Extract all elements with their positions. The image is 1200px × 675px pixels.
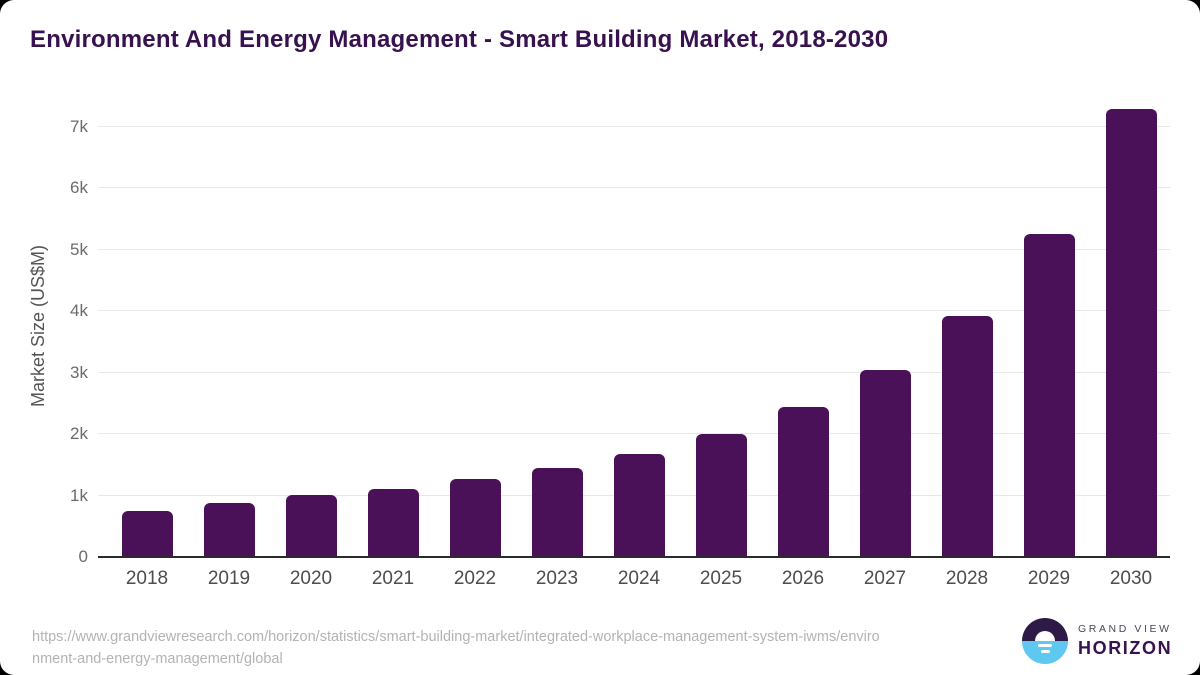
y-tick-label-0: 0 bbox=[78, 547, 88, 566]
x-tick-label-2025: 2025 bbox=[699, 568, 743, 589]
y-tick-label-5k: 5k bbox=[70, 239, 88, 259]
plot-area: 2018 2019 2020 2021 2022 2023 2024 2025 2026 2027… bbox=[98, 100, 1170, 589]
sun-dome-shape bbox=[1035, 631, 1055, 641]
bar-2020 bbox=[285, 495, 337, 556]
y-tick-label-4k: 4k bbox=[70, 301, 88, 320]
x-tick-label-2030: 2030 bbox=[1109, 568, 1153, 589]
x-tick-label-2026: 2026 bbox=[781, 568, 825, 589]
bar-2026 bbox=[777, 407, 829, 556]
x-tick-label-2019: 2019 bbox=[207, 568, 251, 589]
x-tick-label-2024: 2024 bbox=[617, 568, 661, 589]
y-tick-label-2k: 2k bbox=[70, 424, 88, 443]
bar-2022 bbox=[449, 479, 501, 556]
sun-reflection-line bbox=[1040, 650, 1050, 653]
logo-brand-bottom: HORIZON bbox=[1078, 638, 1173, 658]
y-tick-label-1k: 1k bbox=[70, 485, 88, 505]
x-tick-label-2018: 2018 bbox=[125, 568, 169, 589]
y-tick-label-7k: 7k bbox=[70, 116, 88, 136]
x-tick-label-2023: 2023 bbox=[535, 568, 579, 589]
sun-reflection-line bbox=[1038, 644, 1052, 647]
y-tick-label-6k: 6k bbox=[70, 178, 88, 197]
x-tick-label-2028: 2028 bbox=[945, 568, 989, 589]
x-tick-label-2022: 2022 bbox=[453, 568, 497, 589]
bar-2025 bbox=[695, 434, 747, 556]
gridline-3k bbox=[98, 371, 1170, 373]
gridline-5k bbox=[98, 248, 1170, 250]
bar-2028 bbox=[941, 315, 993, 556]
gridline-4k bbox=[98, 310, 1170, 311]
logo-brand-top: GRAND VIEW bbox=[1078, 623, 1172, 635]
bar-2024 bbox=[613, 453, 665, 556]
bar-2029 bbox=[1023, 233, 1075, 556]
source-url-line2: nment-and-energy-management/global bbox=[32, 651, 283, 667]
source-url: https://www.grandviewresearch.com/horizo… bbox=[32, 626, 880, 670]
x-tick-label-2021: 2021 bbox=[371, 568, 415, 589]
bar-2019 bbox=[203, 502, 255, 556]
source-url-line1: https://www.grandviewresearch.com/horizo… bbox=[32, 629, 880, 645]
gridline-2k bbox=[98, 433, 1170, 434]
gridline-6k bbox=[98, 187, 1170, 188]
bar-2021 bbox=[367, 488, 419, 556]
chart-title: Environment And Energy Management - Smar… bbox=[30, 26, 889, 53]
bar-2018 bbox=[121, 511, 173, 556]
x-axis-line bbox=[98, 556, 1170, 558]
logo-text: GRAND VIEW HORIZON bbox=[1078, 623, 1172, 659]
x-tick-label-2020: 2020 bbox=[289, 568, 333, 589]
bar-2027 bbox=[859, 369, 911, 556]
x-tick-label-2029: 2029 bbox=[1027, 568, 1071, 589]
y-axis-ticks: 0 1k 2k 3k 4k 5k 6k 7k bbox=[0, 100, 88, 566]
gridline-7k bbox=[98, 125, 1170, 127]
bar-2023 bbox=[531, 468, 583, 556]
horizon-sun-icon bbox=[1022, 618, 1068, 664]
y-tick-label-3k: 3k bbox=[70, 362, 88, 382]
x-tick-label-2027: 2027 bbox=[863, 568, 907, 589]
bar-2030 bbox=[1105, 109, 1157, 556]
grandview-horizon-logo: GRAND VIEW HORIZON bbox=[1022, 618, 1172, 664]
